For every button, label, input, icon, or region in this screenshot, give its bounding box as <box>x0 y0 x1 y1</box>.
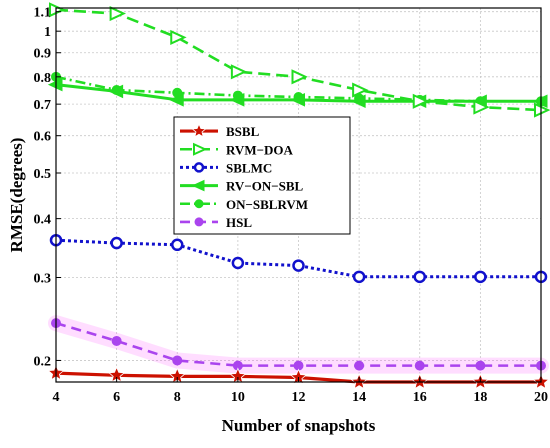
series-2 <box>49 233 548 284</box>
legend-swatch-marker <box>193 142 208 156</box>
data-point <box>170 29 187 45</box>
legend-swatch-marker <box>194 199 204 209</box>
legend-entry: HSL <box>180 215 252 230</box>
series-1 <box>49 2 550 118</box>
data-point <box>290 93 305 107</box>
data-point <box>352 270 366 284</box>
x-tick-label: 12 <box>292 390 306 405</box>
x-tick-label: 4 <box>53 390 60 405</box>
legend-entry: RVM−DOA <box>180 142 293 157</box>
data-point <box>291 69 308 85</box>
data-point <box>474 270 487 284</box>
x-tick-label: 18 <box>473 390 487 405</box>
x-tick-label: 14 <box>352 390 366 405</box>
data-point <box>292 259 305 272</box>
data-point <box>412 93 430 109</box>
data-point <box>171 238 184 252</box>
legend-swatch-marker <box>191 179 205 192</box>
x-tick-label: 20 <box>534 390 548 405</box>
legend-swatch-marker <box>191 123 207 138</box>
x-tick-label: 16 <box>413 390 427 405</box>
legend-label: HSL <box>226 215 252 230</box>
legend-label: BSBL <box>226 124 260 139</box>
x-tick-label: 10 <box>231 390 245 405</box>
data-point <box>172 355 183 366</box>
y-tick-label: 0.9 <box>34 47 52 62</box>
data-point <box>108 84 124 99</box>
legend-entry: BSBL <box>180 123 260 139</box>
y-tick-label: 0.3 <box>34 271 52 286</box>
data-point <box>109 5 127 22</box>
x-tick-label: 8 <box>174 390 181 405</box>
x-axis: 4 6 8 10 12 14 16 18 20 <box>53 377 548 405</box>
legend: BSBL RVM−DOA SBLMC RV−ON−SBL ON−SBLRVM HSL <box>173 116 351 235</box>
y-tick-label: 1.1 <box>34 6 52 21</box>
data-point <box>413 270 426 284</box>
y-tick-label: 0.4 <box>34 213 52 228</box>
data-point <box>110 236 123 250</box>
legend-swatch-marker <box>194 217 204 227</box>
data-point <box>230 64 248 80</box>
legend-label: ON−SBLRVM <box>226 197 308 212</box>
data-point <box>229 93 245 107</box>
legend-label: RV−ON−SBL <box>226 179 304 194</box>
data-point <box>414 360 425 371</box>
legend-swatch-marker <box>193 162 205 173</box>
data-point <box>354 360 365 371</box>
y-axis-label: RMSE(degrees) <box>7 138 26 253</box>
data-point <box>111 335 122 346</box>
data-point <box>473 99 490 115</box>
legend-label: SBLMC <box>226 160 272 175</box>
data-point <box>475 360 486 371</box>
y-tick-label: 0.6 <box>34 130 52 145</box>
legend-entry: RV−ON−SBL <box>180 179 304 194</box>
y-axis: 0.2 0.3 0.4 0.5 0.6 0.7 0.8 0.9 1 1.1 <box>34 6 61 369</box>
y-tick-label: 1 <box>44 25 51 40</box>
data-point <box>350 94 366 109</box>
data-point <box>231 256 245 270</box>
legend-entry: SBLMC <box>180 160 272 175</box>
y-tick-label: 0.5 <box>34 167 52 182</box>
y-tick-label: 0.2 <box>34 354 52 369</box>
y-tick-label: 0.8 <box>34 71 52 86</box>
legend-entry: ON−SBLRVM <box>180 197 308 212</box>
data-point <box>169 93 184 107</box>
x-axis-label: Number of snapshots <box>222 416 376 435</box>
legend-label: RVM−DOA <box>226 142 293 157</box>
series-line <box>55 238 541 279</box>
x-tick-label: 6 <box>113 390 120 405</box>
y-tick-label: 0.7 <box>34 98 52 113</box>
data-point <box>352 82 369 98</box>
series-3 <box>47 77 548 109</box>
series-layer <box>47 2 550 390</box>
